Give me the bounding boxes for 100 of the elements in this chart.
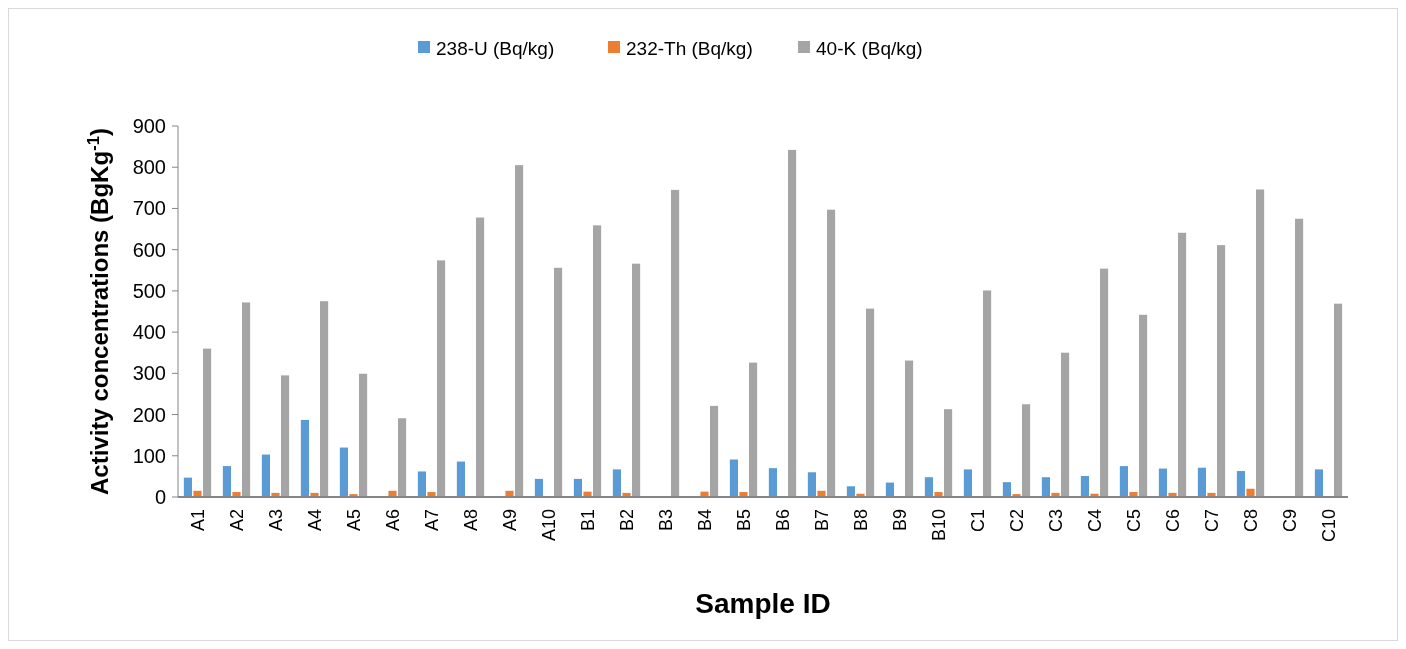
bar	[1256, 189, 1265, 497]
bar	[427, 492, 436, 497]
bar	[924, 477, 933, 497]
bar	[339, 447, 348, 497]
legend-label: 40-K (Bq/kg)	[816, 37, 923, 59]
bar	[1197, 467, 1206, 497]
bar	[1178, 232, 1187, 497]
x-tick-label: A7	[421, 509, 442, 532]
y-tick-label: 400	[132, 321, 166, 344]
bar	[1246, 488, 1255, 497]
bar	[281, 375, 290, 497]
x-tick-label: C8	[1240, 509, 1261, 533]
x-tick-label: C7	[1201, 509, 1222, 533]
bar	[183, 477, 192, 497]
bar	[963, 469, 972, 497]
bar	[866, 308, 875, 497]
x-tick-label: A5	[343, 509, 364, 532]
y-tick-label: 500	[132, 279, 166, 302]
bar	[768, 468, 777, 497]
bar	[398, 418, 407, 497]
bar	[505, 490, 514, 497]
bar	[846, 486, 855, 497]
bar	[1080, 475, 1089, 497]
bar	[417, 471, 426, 497]
bar	[261, 454, 270, 497]
x-tick-label: B4	[694, 509, 715, 532]
y-tick-label: 800	[132, 156, 166, 179]
bar	[817, 490, 826, 497]
x-tick-label: B3	[655, 509, 676, 532]
bar	[739, 492, 748, 497]
bar	[1041, 477, 1050, 497]
bar	[1139, 314, 1148, 497]
bar	[671, 189, 680, 497]
x-tick-label: B10	[928, 509, 949, 542]
bar	[573, 478, 582, 497]
bar	[193, 490, 202, 497]
bar	[1334, 303, 1343, 497]
bar	[1119, 466, 1128, 497]
x-tick-label: A9	[499, 509, 520, 532]
bar	[1022, 404, 1031, 497]
x-tick-label: C1	[967, 509, 988, 533]
bar	[456, 461, 465, 497]
x-tick-label: B5	[733, 509, 754, 532]
x-tick-label: B1	[577, 509, 598, 532]
y-tick-label: 200	[132, 403, 166, 426]
bar	[944, 409, 953, 497]
bar	[534, 478, 543, 497]
x-tick-label: A6	[382, 509, 403, 532]
x-tick-label: B9	[889, 509, 910, 532]
y-tick-label: 900	[132, 115, 166, 137]
bar	[515, 165, 524, 497]
bar	[593, 225, 602, 497]
bar	[476, 217, 485, 497]
x-tick-label: C6	[1162, 509, 1183, 533]
bar	[710, 405, 719, 497]
legend-label: 238-U (Bq/kg)	[436, 37, 555, 59]
x-tick-label: B2	[616, 509, 637, 532]
legend-label: 232-Th (Bq/kg)	[626, 37, 753, 59]
x-tick-label: A10	[538, 509, 559, 542]
bar	[788, 149, 797, 497]
bar	[222, 466, 231, 497]
bar	[1129, 492, 1138, 497]
x-tick-label: A8	[460, 509, 481, 532]
bar	[232, 492, 241, 497]
bar	[749, 362, 758, 497]
bar	[983, 290, 992, 497]
bar	[1295, 218, 1304, 497]
x-tick-label: C2	[1006, 509, 1027, 533]
bar	[300, 419, 309, 497]
bar	[807, 472, 816, 497]
x-tick-label: B7	[811, 509, 832, 532]
y-tick-label: 300	[132, 362, 166, 385]
x-tick-label: B8	[850, 509, 871, 532]
y-tick-label: 600	[132, 238, 166, 261]
bar	[554, 267, 563, 497]
bar	[242, 302, 251, 497]
bar	[934, 492, 943, 497]
bar	[1314, 469, 1323, 497]
bar	[1236, 471, 1245, 497]
bar	[827, 209, 836, 497]
x-tick-label: A3	[265, 509, 286, 532]
bar	[1061, 352, 1070, 497]
y-tick-label: 700	[132, 197, 166, 220]
bar	[359, 373, 368, 497]
x-axis-title: Sample ID	[695, 588, 831, 619]
bar	[437, 260, 446, 497]
bar	[388, 490, 397, 497]
x-tick-label: A2	[226, 509, 247, 532]
x-tick-label: B6	[772, 509, 793, 532]
x-tick-label: C5	[1123, 509, 1144, 533]
x-tick-label: C9	[1279, 509, 1300, 533]
x-tick-label: A4	[304, 509, 325, 532]
bar	[1002, 482, 1011, 497]
bar	[905, 360, 914, 497]
bar	[320, 301, 329, 497]
bar	[729, 459, 738, 497]
bar	[203, 348, 212, 497]
x-tick-label: C4	[1084, 509, 1105, 533]
x-tick-label: C3	[1045, 509, 1066, 533]
x-tick-label: C10	[1318, 509, 1339, 543]
